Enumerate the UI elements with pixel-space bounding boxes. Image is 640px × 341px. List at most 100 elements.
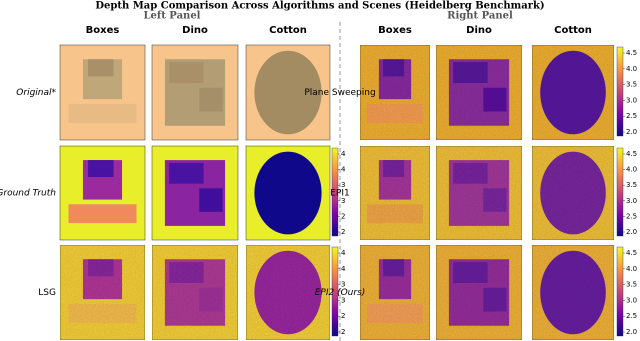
box-base (68, 103, 137, 123)
box-top (383, 259, 405, 277)
colorbar-tick-label: 4.5 (341, 150, 352, 158)
box-base (367, 303, 423, 323)
colorbar-tick-label: 4.5 (626, 249, 637, 257)
depth-map (245, 145, 331, 241)
column-header: Boxes (86, 25, 120, 36)
dino-part (169, 262, 204, 283)
row-label: Plane Sweeping (304, 88, 375, 98)
colorbar-tick-label: 2.5 (626, 212, 637, 220)
colorbar-scale (616, 246, 624, 337)
colorbar-tick-label: 3.5 (341, 281, 352, 289)
box-base (367, 103, 423, 123)
colorbar: 2.0 2.5 3.0 3.5 4.0 4.5 (616, 147, 637, 237)
colorbar-tick-label: 2.0 (626, 228, 637, 236)
colorbar-scale (331, 246, 339, 337)
depth-map (59, 145, 146, 241)
dino-part (199, 188, 223, 212)
cotton-shape (540, 151, 606, 235)
depth-map (531, 145, 615, 241)
colorbar-tick-label: 3.5 (626, 81, 637, 89)
cotton-shape (540, 50, 606, 135)
column-header: Dino (466, 25, 492, 36)
cotton-shape (254, 250, 322, 335)
depth-map (531, 44, 615, 141)
depth-map (245, 44, 331, 141)
colorbar-tick-label: 4.5 (626, 49, 637, 57)
cotton-shape (540, 250, 606, 335)
panels: Left Panel Boxes Dino Cotton Original* 2.0 2.5… (0, 11, 637, 341)
dino-part (199, 87, 223, 112)
colorbar-tick-label: 4.0 (341, 265, 352, 273)
dino-part (453, 262, 488, 283)
colorbar-tick-label: 3.0 (626, 96, 637, 104)
colorbar-tick-label: 3.5 (626, 281, 637, 289)
colorbar-tick-label: 2.5 (626, 112, 637, 120)
colorbar: 2.0 2.5 3.0 3.5 4.0 4.5 (331, 246, 352, 337)
colorbar-tick-label: 2.5 (341, 212, 352, 220)
colorbar-scale (616, 46, 624, 137)
dino-part (483, 287, 507, 312)
box-base (367, 204, 423, 224)
colorbar-tick-label: 4.0 (626, 65, 637, 73)
colorbar-scale (331, 147, 339, 237)
colorbar-tick-label: 4.5 (341, 249, 352, 257)
box-top (88, 59, 114, 77)
row-label: EPI2 (Ours) (315, 288, 366, 298)
colorbar-tick-label: 3.5 (626, 181, 637, 189)
colorbar-tick-label: 4.0 (341, 166, 352, 174)
dino-part (483, 188, 507, 212)
row-label: Original* (16, 88, 56, 98)
dino-part (453, 62, 488, 83)
colorbar-tick-label: 3.5 (341, 181, 352, 189)
box-top (383, 59, 405, 77)
row-label: Ground Truth (0, 189, 56, 199)
colorbar-tick-label: 4.0 (626, 166, 637, 174)
column-header: Boxes (378, 25, 412, 36)
colorbar-tick-label: 3.0 (341, 197, 352, 205)
cotton-shape (254, 151, 322, 235)
depth-map (359, 145, 431, 241)
box-base (68, 204, 137, 224)
depth-map (435, 44, 523, 141)
depth-map (151, 145, 239, 241)
colorbar-tick-label: 4.0 (626, 265, 637, 273)
colorbar: 2.0 2.5 3.0 3.5 4.0 4.5 (616, 46, 637, 137)
dino-part (483, 87, 507, 112)
cotton-shape (254, 50, 322, 135)
box-base (68, 303, 137, 323)
colorbar-tick-label: 3.0 (626, 296, 637, 304)
depth-map (59, 44, 146, 141)
colorbar-tick-label: 2.5 (626, 312, 637, 320)
colorbar-tick-label: 4.5 (626, 150, 637, 158)
colorbar-tick-label: 2.0 (341, 328, 352, 336)
depth-map (245, 244, 331, 341)
dino-part (453, 162, 488, 184)
panel-title: Right Panel (447, 11, 513, 22)
dino-part (169, 62, 204, 83)
dino-part (169, 162, 204, 184)
depth-map (359, 44, 431, 141)
column-header: Dino (182, 25, 208, 36)
colorbar-tick-label: 3.0 (341, 296, 352, 304)
colorbar-tick-label: 3.0 (626, 197, 637, 205)
depth-map (359, 244, 431, 341)
colorbar-tick-label: 2.5 (341, 312, 352, 320)
depth-map (531, 244, 615, 341)
dino-part (199, 287, 223, 312)
box-top (383, 160, 405, 178)
column-header: Cotton (554, 25, 592, 36)
depth-map (435, 145, 523, 241)
row-label: EPI1 (330, 189, 350, 199)
figure-title: Depth Map Comparison Across Algorithms a… (95, 1, 544, 12)
colorbar: 2.0 2.5 3.0 3.5 4.0 4.5 (331, 147, 352, 237)
colorbar: 2.0 2.5 3.0 3.5 4.0 4.5 (616, 246, 637, 337)
column-header: Cotton (269, 25, 307, 36)
colorbar-scale (616, 147, 624, 237)
colorbar-tick-label: 2.0 (626, 328, 637, 336)
colorbar-tick-label: 2.0 (341, 228, 352, 236)
depth-map (151, 244, 239, 341)
colorbar-tick-label: 2.0 (626, 128, 637, 136)
depth-map (151, 44, 239, 141)
box-top (88, 160, 114, 178)
